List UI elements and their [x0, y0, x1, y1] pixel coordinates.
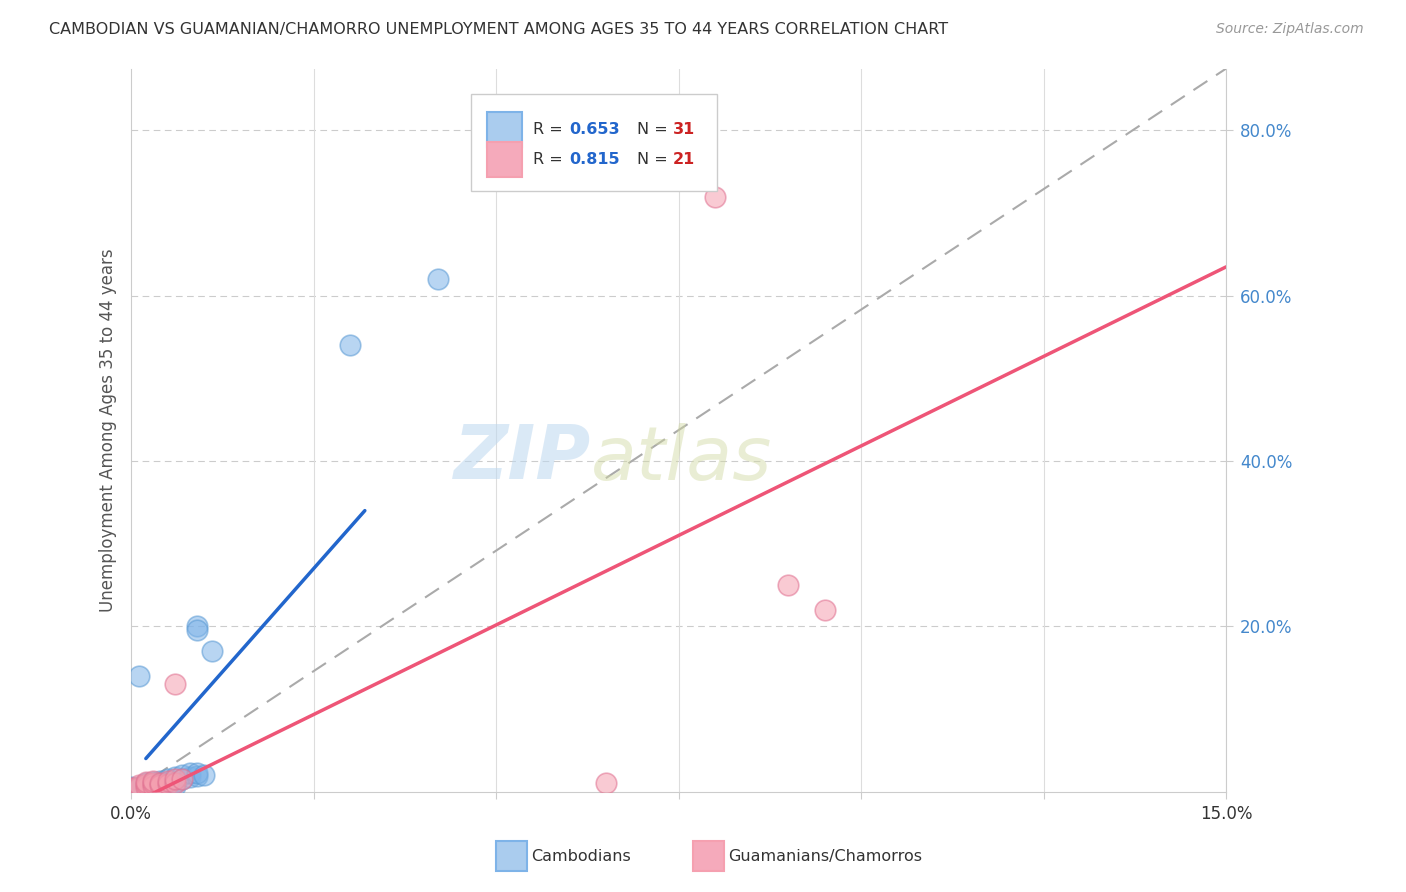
Point — [128, 669, 150, 683]
Point — [142, 779, 165, 793]
Point — [135, 774, 157, 789]
Point — [156, 780, 179, 794]
Point — [149, 778, 172, 792]
FancyBboxPatch shape — [486, 112, 522, 147]
FancyBboxPatch shape — [471, 94, 717, 192]
Point — [142, 778, 165, 792]
Point — [186, 766, 208, 780]
Text: R =: R = — [533, 122, 568, 137]
Point — [135, 779, 157, 793]
Text: R =: R = — [533, 152, 568, 167]
Point — [163, 770, 186, 784]
Point — [149, 777, 172, 791]
Point — [128, 782, 150, 797]
Point — [135, 777, 157, 791]
Point — [172, 772, 194, 787]
Point — [120, 781, 142, 796]
Point — [778, 578, 800, 592]
Text: 31: 31 — [673, 122, 696, 137]
Point — [172, 772, 194, 787]
FancyBboxPatch shape — [486, 142, 522, 177]
Point — [163, 774, 186, 789]
Point — [163, 776, 186, 790]
Point — [156, 777, 179, 791]
Point — [200, 644, 222, 658]
Text: CAMBODIAN VS GUAMANIAN/CHAMORRO UNEMPLOYMENT AMONG AGES 35 TO 44 YEARS CORRELATI: CAMBODIAN VS GUAMANIAN/CHAMORRO UNEMPLOY… — [49, 22, 948, 37]
Y-axis label: Unemployment Among Ages 35 to 44 years: Unemployment Among Ages 35 to 44 years — [100, 248, 117, 612]
Point — [814, 603, 837, 617]
Point — [186, 624, 208, 638]
Point — [120, 780, 142, 795]
Text: Source: ZipAtlas.com: Source: ZipAtlas.com — [1216, 22, 1364, 37]
Point — [179, 770, 201, 784]
Text: N =: N = — [637, 122, 673, 137]
Point — [339, 338, 361, 352]
Point — [193, 768, 215, 782]
Point — [179, 766, 201, 780]
Point — [172, 768, 194, 782]
Point — [135, 780, 157, 795]
Text: Cambodians: Cambodians — [531, 849, 631, 863]
Point — [163, 677, 186, 691]
Point — [135, 776, 157, 790]
Text: Guamanians/Chamorros: Guamanians/Chamorros — [728, 849, 922, 863]
Point — [156, 772, 179, 787]
Point — [135, 781, 157, 796]
Point — [149, 775, 172, 789]
Point — [156, 773, 179, 788]
Point — [163, 772, 186, 787]
Point — [595, 776, 617, 790]
Point — [149, 780, 172, 795]
Point — [128, 778, 150, 792]
Point — [163, 779, 186, 793]
Point — [186, 769, 208, 783]
Text: N =: N = — [637, 152, 673, 167]
Point — [142, 780, 165, 795]
Point — [142, 773, 165, 788]
Point — [128, 780, 150, 795]
Point — [128, 780, 150, 794]
Text: 0.653: 0.653 — [569, 122, 620, 137]
Point — [426, 272, 449, 286]
Point — [186, 619, 208, 633]
Text: 0.815: 0.815 — [569, 152, 620, 167]
Point — [149, 773, 172, 788]
Text: ZIP: ZIP — [454, 423, 591, 495]
Point — [142, 776, 165, 790]
Point — [704, 189, 727, 203]
Point — [142, 774, 165, 789]
Point — [156, 776, 179, 790]
Text: 21: 21 — [673, 152, 696, 167]
Text: atlas: atlas — [591, 423, 772, 495]
